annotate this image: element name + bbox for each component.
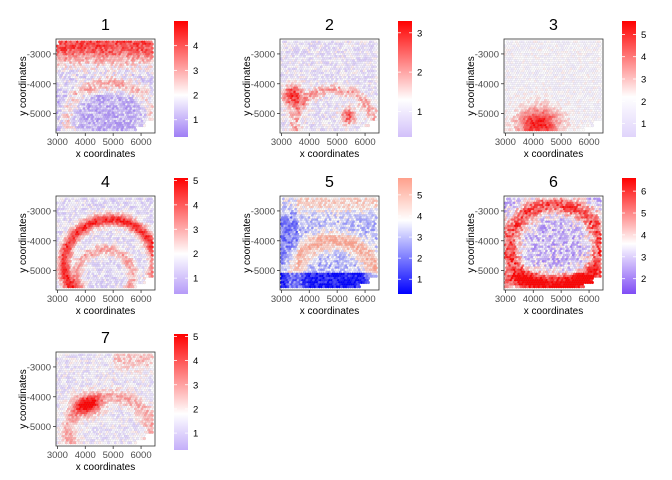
x-tick-label: 5000 — [103, 137, 124, 148]
legend-tick-label: 2 — [417, 68, 422, 79]
x-tick-label: 6000 — [354, 137, 375, 148]
y-axis-label: y coordinates — [18, 56, 29, 115]
x-tick-label: 5000 — [327, 137, 348, 148]
legend-tick-label: 3 — [417, 28, 422, 39]
spot-point — [357, 128, 362, 132]
x-tick-label: 3000 — [47, 137, 68, 148]
spot-point — [133, 128, 138, 132]
y-tick-label: -3000 — [251, 49, 275, 60]
spot-point — [374, 117, 378, 121]
panel-title: 1 — [101, 17, 110, 34]
spot-point — [142, 123, 147, 128]
spot-point — [366, 123, 371, 128]
y-axis-label: y coordinates — [242, 56, 253, 115]
spot-points — [503, 40, 602, 132]
x-axis-label: x coordinates — [300, 149, 359, 160]
y-tick-label: -5000 — [251, 109, 275, 120]
panel-title: 3 — [549, 17, 558, 34]
legend-tick-label: 3 — [193, 66, 198, 77]
panel-title: 2 — [325, 17, 334, 34]
panel-2: 2 3000 4000 5000 6000 -3000 -4000 -5000 x coordi… — [242, 17, 422, 160]
legend-tick-label: 1 — [417, 107, 422, 118]
spot-points — [55, 40, 154, 132]
y-tick-label: -4000 — [251, 79, 275, 90]
legend-tick-label: 1 — [193, 115, 198, 126]
x-tick-label: 4000 — [299, 137, 320, 148]
x-tick-label: 6000 — [130, 137, 151, 148]
x-tick-label: 3000 — [271, 137, 292, 148]
y-tick-label: -4000 — [27, 79, 51, 90]
panel-1: 1 3000 4000 5000 6000 -3000 -4000 -5000 x coordi… — [18, 17, 198, 160]
y-tick-label: -3000 — [27, 49, 51, 60]
y-tick-label: -5000 — [27, 109, 51, 120]
legend-tick-label: 4 — [193, 41, 198, 52]
spot-point — [150, 117, 154, 121]
spot-points — [279, 40, 378, 132]
x-axis-label: x coordinates — [76, 149, 135, 160]
legend-colorbar — [398, 21, 412, 137]
x-tick-label: 4000 — [75, 137, 96, 148]
legend-tick-label: 2 — [193, 91, 198, 102]
